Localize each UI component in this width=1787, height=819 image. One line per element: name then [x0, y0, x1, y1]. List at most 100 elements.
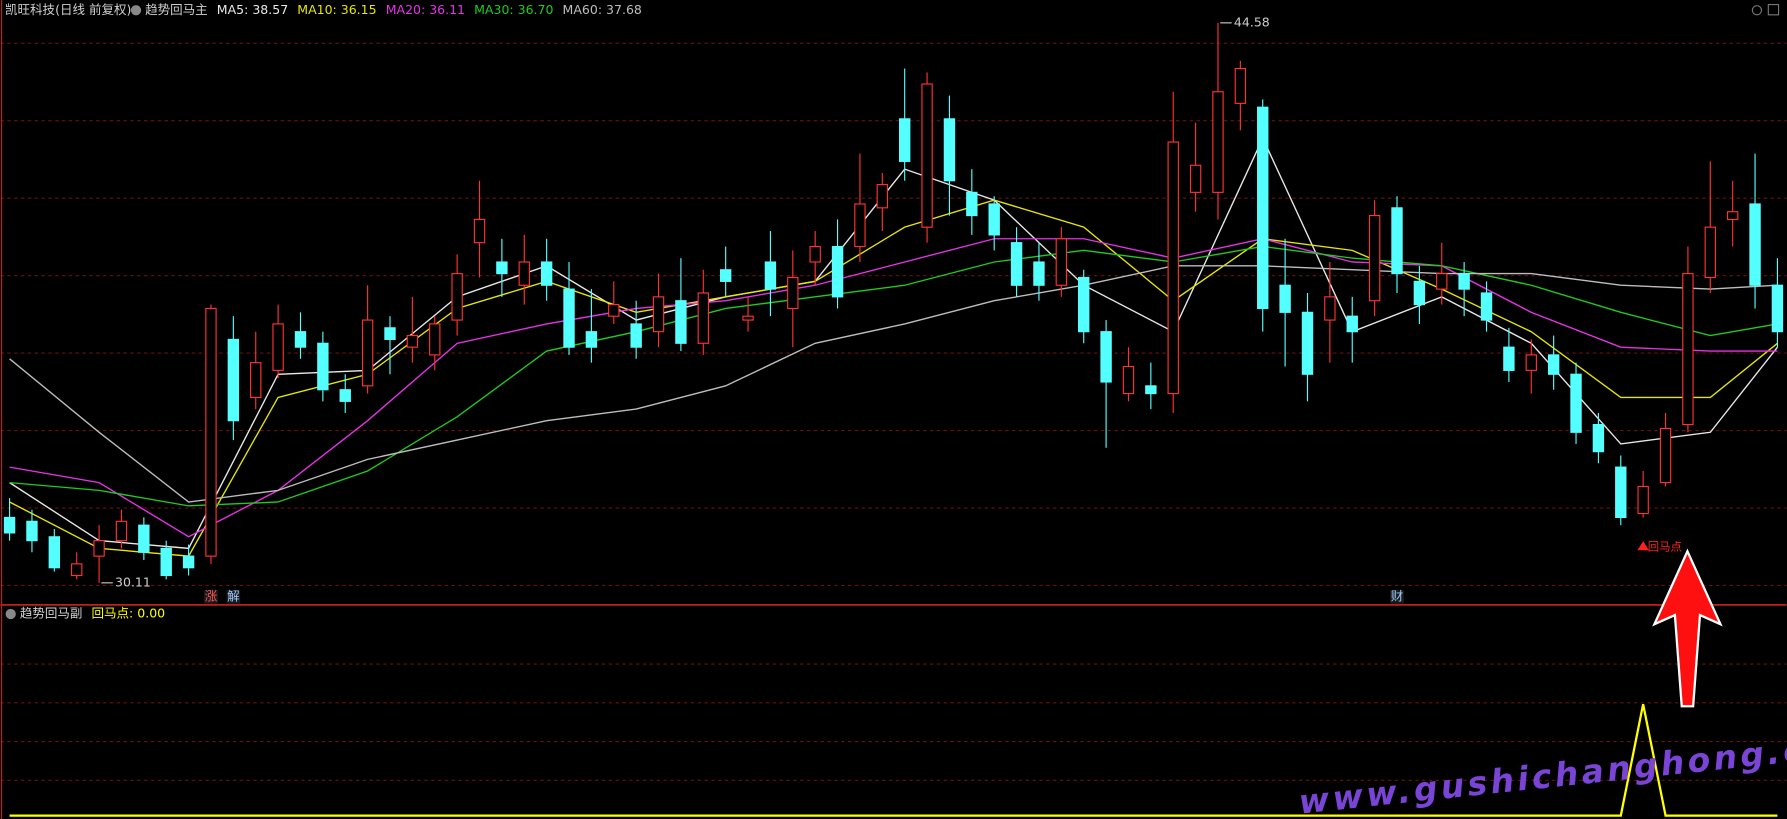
candle-body: [1324, 296, 1336, 321]
candle-body: [451, 273, 463, 321]
annotation-label: 44.58: [1234, 14, 1270, 29]
candle-body: [675, 300, 687, 344]
candle-body: [93, 540, 105, 557]
sub-indicator-menu[interactable]: [5, 608, 16, 620]
candle-body: [652, 296, 665, 333]
candle-body: [71, 563, 83, 577]
candle-body: [1480, 292, 1493, 321]
candle-body: [1547, 354, 1560, 375]
candle-body: [518, 261, 530, 286]
candle-body: [1078, 276, 1090, 333]
candle-body: [227, 338, 240, 422]
candle-body: [831, 245, 844, 298]
candle-body: [563, 288, 575, 348]
candle-body: [585, 331, 598, 348]
candle-body: [1615, 466, 1627, 519]
candle-body: [1570, 373, 1582, 433]
candle-body: [1458, 273, 1470, 290]
candle-body: [1726, 211, 1739, 221]
candle-body: [1637, 485, 1649, 515]
legend-entry: MA20: 36.11: [386, 2, 465, 17]
candle-body: [272, 323, 284, 371]
candle-body: [1301, 311, 1314, 375]
legend-entry: MA60: 37.68: [563, 2, 642, 17]
candle-body: [1413, 280, 1426, 306]
candle-body: [1033, 261, 1045, 286]
candle-body: [205, 307, 217, 557]
stock-title: 凯旺科技(日线 前复权): [5, 2, 131, 17]
ma-line: [9, 238, 1778, 538]
candle-body: [787, 276, 799, 310]
legend-entry: 回马点: 0.00: [92, 605, 166, 620]
ma-line: [9, 199, 1778, 557]
signal-arrow: [1652, 548, 1723, 708]
ma-line: [9, 245, 1778, 507]
candle-body: [1436, 273, 1448, 290]
legend-entry: MA5: 38.57: [217, 2, 288, 17]
candle-body: [1525, 354, 1537, 371]
candle-body: [1279, 284, 1291, 313]
candle-body: [966, 191, 978, 217]
settings-button[interactable]: [1751, 5, 1763, 16]
candle-body: [764, 261, 777, 290]
candle-body: [1771, 284, 1784, 333]
event-badge: [226, 590, 241, 604]
candle-body: [1749, 203, 1761, 286]
candle-body: [138, 524, 150, 553]
candle-body: [854, 203, 866, 248]
candle-body: [406, 334, 419, 348]
candle-body: [1257, 106, 1269, 310]
candle-body: [1368, 215, 1381, 302]
candle-body: [26, 520, 38, 542]
candle-body: [429, 323, 441, 356]
annotation-label: 30.11: [115, 574, 151, 589]
sub-title: 趋势回马副: [20, 605, 83, 620]
candle-body: [1234, 67, 1247, 104]
event-label: 解: [227, 588, 240, 603]
candle-body: [48, 536, 61, 569]
window-button[interactable]: [1767, 3, 1780, 16]
candle-body: [1503, 346, 1515, 371]
candle-body: [182, 555, 195, 569]
candle-body: [250, 362, 262, 399]
candle-body: [988, 203, 1000, 236]
candle-body: [339, 389, 351, 402]
legend-entry: MA10: 36.15: [297, 2, 376, 17]
indicator-menu[interactable]: [130, 5, 142, 16]
plot: 凯旺科技(日线 前复权) 趋势回马主 MA5: 38.57 MA10: 36.15 MA…: [3, 2, 1784, 817]
candle-body: [496, 261, 508, 275]
candle-body: [1189, 164, 1202, 193]
candle-body: [317, 342, 329, 391]
candle-body: [1592, 423, 1605, 453]
candle-body: [1122, 365, 1135, 395]
candle-body: [943, 118, 956, 182]
candle-body: [1167, 141, 1179, 395]
candle-body: [540, 261, 553, 286]
event-badge: [204, 590, 218, 604]
candle-body: [742, 315, 754, 321]
candle-body: [361, 319, 374, 387]
candle-body: [1704, 226, 1716, 279]
candle-body: [876, 184, 889, 209]
event-badge: [1390, 590, 1404, 604]
candle-body: [630, 323, 642, 348]
candle-body: [473, 218, 486, 244]
signal-line: [9, 703, 1778, 817]
candle-body: [1659, 427, 1672, 484]
candle-body: [1682, 273, 1694, 426]
candle-body: [1212, 91, 1224, 193]
event-label: 涨: [205, 588, 218, 603]
candle-body: [1055, 238, 1068, 286]
candle-body: [384, 327, 396, 340]
candle-body: [898, 118, 911, 162]
legend-entry: MA30: 36.70: [474, 2, 553, 17]
ma-line: [9, 265, 1778, 503]
signal-label: 回马点: [1648, 539, 1682, 553]
candle-body: [3, 516, 16, 534]
candle-body: [697, 292, 709, 344]
candle-body: [719, 269, 732, 282]
candle-body: [1346, 315, 1358, 333]
